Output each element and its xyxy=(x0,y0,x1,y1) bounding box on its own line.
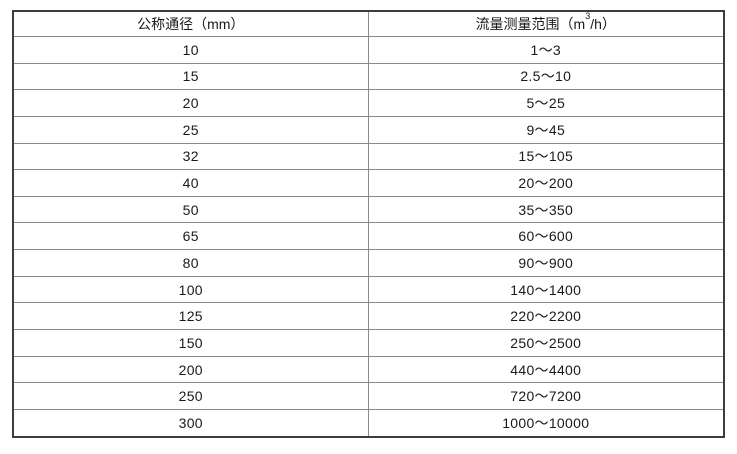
cell-range: 15～105 xyxy=(367,142,725,171)
cell-range: 1000～10000 xyxy=(367,408,725,438)
cell-range: 35～350 xyxy=(367,195,725,224)
cell-range: 5～25 xyxy=(367,89,725,117)
header-row: 公称通径（mm） 流量测量范围（m3/h） xyxy=(12,10,725,37)
header-flow-range-superscript: 3 xyxy=(585,11,591,22)
table-row: 25 9～45 xyxy=(12,115,725,144)
cell-range: 2.5～10 xyxy=(367,62,725,91)
cell-range: 250～2500 xyxy=(367,329,725,357)
cell-dn: 50 xyxy=(12,195,369,224)
cell-dn: 25 xyxy=(12,115,369,144)
cell-dn: 65 xyxy=(12,222,369,251)
cell-dn: 80 xyxy=(12,249,369,277)
table-row: 10 1～3 xyxy=(12,36,725,64)
cell-dn: 10 xyxy=(12,36,369,64)
table-row: 200 440～4400 xyxy=(12,355,725,384)
table-row: 150 250～2500 xyxy=(12,329,725,357)
table-row: 50 35～350 xyxy=(12,195,725,224)
table-row: 40 20～200 xyxy=(12,169,725,197)
cell-dn: 100 xyxy=(12,275,369,304)
cell-range: 440～4400 xyxy=(367,355,725,384)
cell-dn: 40 xyxy=(12,169,369,197)
table-row: 20 5～25 xyxy=(12,89,725,117)
table-row: 125 220～2200 xyxy=(12,302,725,331)
table-row: 100 140～1400 xyxy=(12,275,725,304)
table-row: 300 1000～10000 xyxy=(12,408,725,438)
cell-range: 1～3 xyxy=(367,36,725,64)
header-flow-range: 流量测量范围（m3/h） xyxy=(367,10,725,37)
table-row: 80 90～900 xyxy=(12,249,725,277)
cell-dn: 20 xyxy=(12,89,369,117)
cell-range: 720～7200 xyxy=(367,382,725,410)
cell-range: 90～900 xyxy=(367,249,725,277)
table-header: 公称通径（mm） 流量测量范围（m3/h） xyxy=(12,10,725,37)
cell-dn: 150 xyxy=(12,329,369,357)
cell-range: 140～1400 xyxy=(367,275,725,304)
cell-dn: 300 xyxy=(12,408,369,438)
table-row: 65 60～600 xyxy=(12,222,725,251)
cell-range: 60～600 xyxy=(367,222,725,251)
table-row: 32 15～105 xyxy=(12,142,725,171)
cell-range: 9～45 xyxy=(367,115,725,144)
table-row: 250 720～7200 xyxy=(12,382,725,410)
table-body: 10 1～3 15 2.5～10 20 5～25 25 9～45 32 15～1… xyxy=(12,36,725,438)
header-flow-range-prefix: 流量测量范围（m xyxy=(475,16,586,32)
cell-dn: 125 xyxy=(12,302,369,331)
header-flow-range-suffix: /h） xyxy=(590,16,616,32)
header-nominal-diameter: 公称通径（mm） xyxy=(12,10,369,37)
cell-dn: 15 xyxy=(12,62,369,91)
cell-dn: 200 xyxy=(12,355,369,384)
cell-range: 220～2200 xyxy=(367,302,725,331)
spec-table: 公称通径（mm） 流量测量范围（m3/h） 10 1～3 15 2.5～10 2… xyxy=(12,10,725,438)
table-row: 15 2.5～10 xyxy=(12,62,725,91)
cell-range: 20～200 xyxy=(367,169,725,197)
cell-dn: 32 xyxy=(12,142,369,171)
cell-dn: 250 xyxy=(12,382,369,410)
